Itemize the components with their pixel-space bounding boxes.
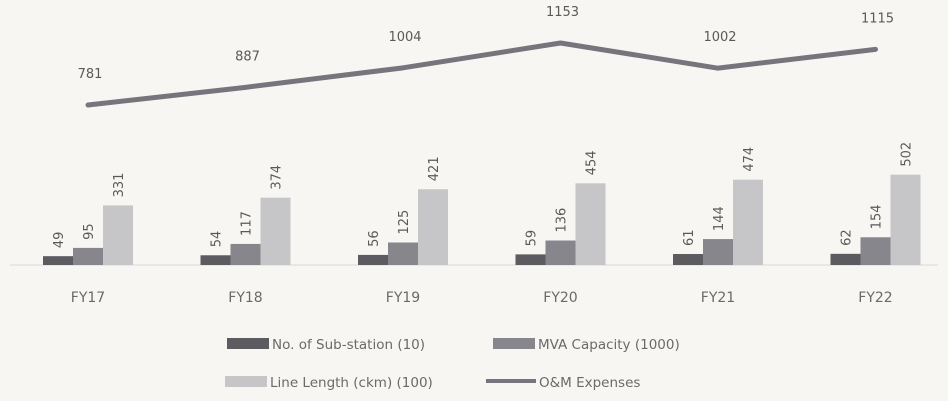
bar-value-label: 56 bbox=[367, 230, 382, 247]
bar-fy22-line-length bbox=[890, 174, 921, 265]
bar-value-label: 95 bbox=[82, 223, 97, 240]
bar-fy21-mva bbox=[703, 239, 733, 265]
bar-value-label: 331 bbox=[112, 173, 127, 198]
bar-fy20-substation bbox=[515, 254, 546, 265]
bar-value-label: 125 bbox=[397, 210, 412, 235]
bar-fy21-substation bbox=[673, 254, 703, 265]
bar-value-label: 144 bbox=[712, 206, 727, 231]
category-label-fy20: FY20 bbox=[543, 290, 577, 306]
bar-fy17-substation bbox=[43, 256, 73, 265]
legend-label-line-length: Line Length (ckm) (100) bbox=[270, 375, 433, 391]
bar-value-label: 421 bbox=[427, 156, 442, 181]
bar-value-label: 61 bbox=[682, 229, 697, 246]
bar-fy17-mva bbox=[73, 247, 103, 265]
category-label-fy22: FY22 bbox=[858, 290, 892, 306]
legend-label-mva: MVA Capacity (1000) bbox=[538, 337, 680, 353]
bar-fy19-line-length bbox=[418, 189, 448, 265]
legend-swatch-line-length bbox=[225, 376, 267, 387]
legend-swatch-mva bbox=[493, 338, 535, 349]
bar-value-label: 62 bbox=[840, 229, 855, 246]
bar-fy20-line-length bbox=[575, 183, 606, 265]
bar-fy19-mva bbox=[388, 242, 418, 265]
line-value-label: 781 bbox=[78, 67, 103, 82]
bar-value-label: 136 bbox=[555, 208, 570, 233]
bar-value-label: 474 bbox=[742, 147, 757, 172]
bar-value-label: 59 bbox=[525, 230, 540, 247]
bar-value-label: 502 bbox=[900, 142, 915, 167]
category-label-fy19: FY19 bbox=[386, 290, 420, 306]
bar-fy18-substation bbox=[200, 255, 231, 265]
bar-fy21-line-length bbox=[733, 179, 763, 265]
line-label-group: 781 887 1004 1153 1002 1115 bbox=[78, 5, 894, 82]
bar-label-group: 49 95 331 54 117 374 56 125 421 59 136 454 61 144 474 6… bbox=[52, 142, 915, 248]
bar-value-label: 54 bbox=[210, 231, 225, 248]
line-value-label: 1153 bbox=[546, 5, 579, 20]
line-value-label: 1002 bbox=[703, 30, 736, 45]
bar-fy19-substation bbox=[358, 254, 388, 265]
bar-fy20-mva bbox=[545, 240, 576, 265]
category-label-fy21: FY21 bbox=[701, 290, 735, 306]
line-value-label: 1115 bbox=[861, 11, 894, 26]
bar-value-label: 454 bbox=[585, 150, 600, 175]
line-value-label: 1004 bbox=[388, 30, 421, 45]
bar-value-label: 154 bbox=[870, 204, 885, 229]
legend-label-substation: No. of Sub-station (10) bbox=[272, 337, 425, 353]
category-labels: FY17 FY18 FY19 FY20 FY21 FY22 bbox=[71, 290, 893, 306]
bar-fy22-substation bbox=[830, 253, 861, 265]
bar-fy18-line-length bbox=[260, 197, 291, 265]
bar-value-label: 117 bbox=[240, 211, 255, 236]
legend-label-om: O&M Expenses bbox=[539, 375, 640, 391]
om-expenses-line bbox=[85, 40, 878, 108]
line-value-label: 887 bbox=[235, 49, 260, 64]
bar-fy22-mva bbox=[860, 237, 891, 265]
legend-swatch-substation bbox=[227, 338, 269, 349]
bar-value-label: 49 bbox=[52, 232, 67, 249]
bar-group bbox=[43, 174, 921, 265]
bar-fy18-mva bbox=[230, 243, 261, 265]
bar-value-label: 374 bbox=[270, 165, 285, 190]
bar-fy17-line-length bbox=[103, 205, 133, 265]
legend: No. of Sub-station (10) MVA Capacity (10… bbox=[225, 337, 680, 391]
category-label-fy17: FY17 bbox=[71, 290, 105, 306]
category-label-fy18: FY18 bbox=[228, 290, 262, 306]
